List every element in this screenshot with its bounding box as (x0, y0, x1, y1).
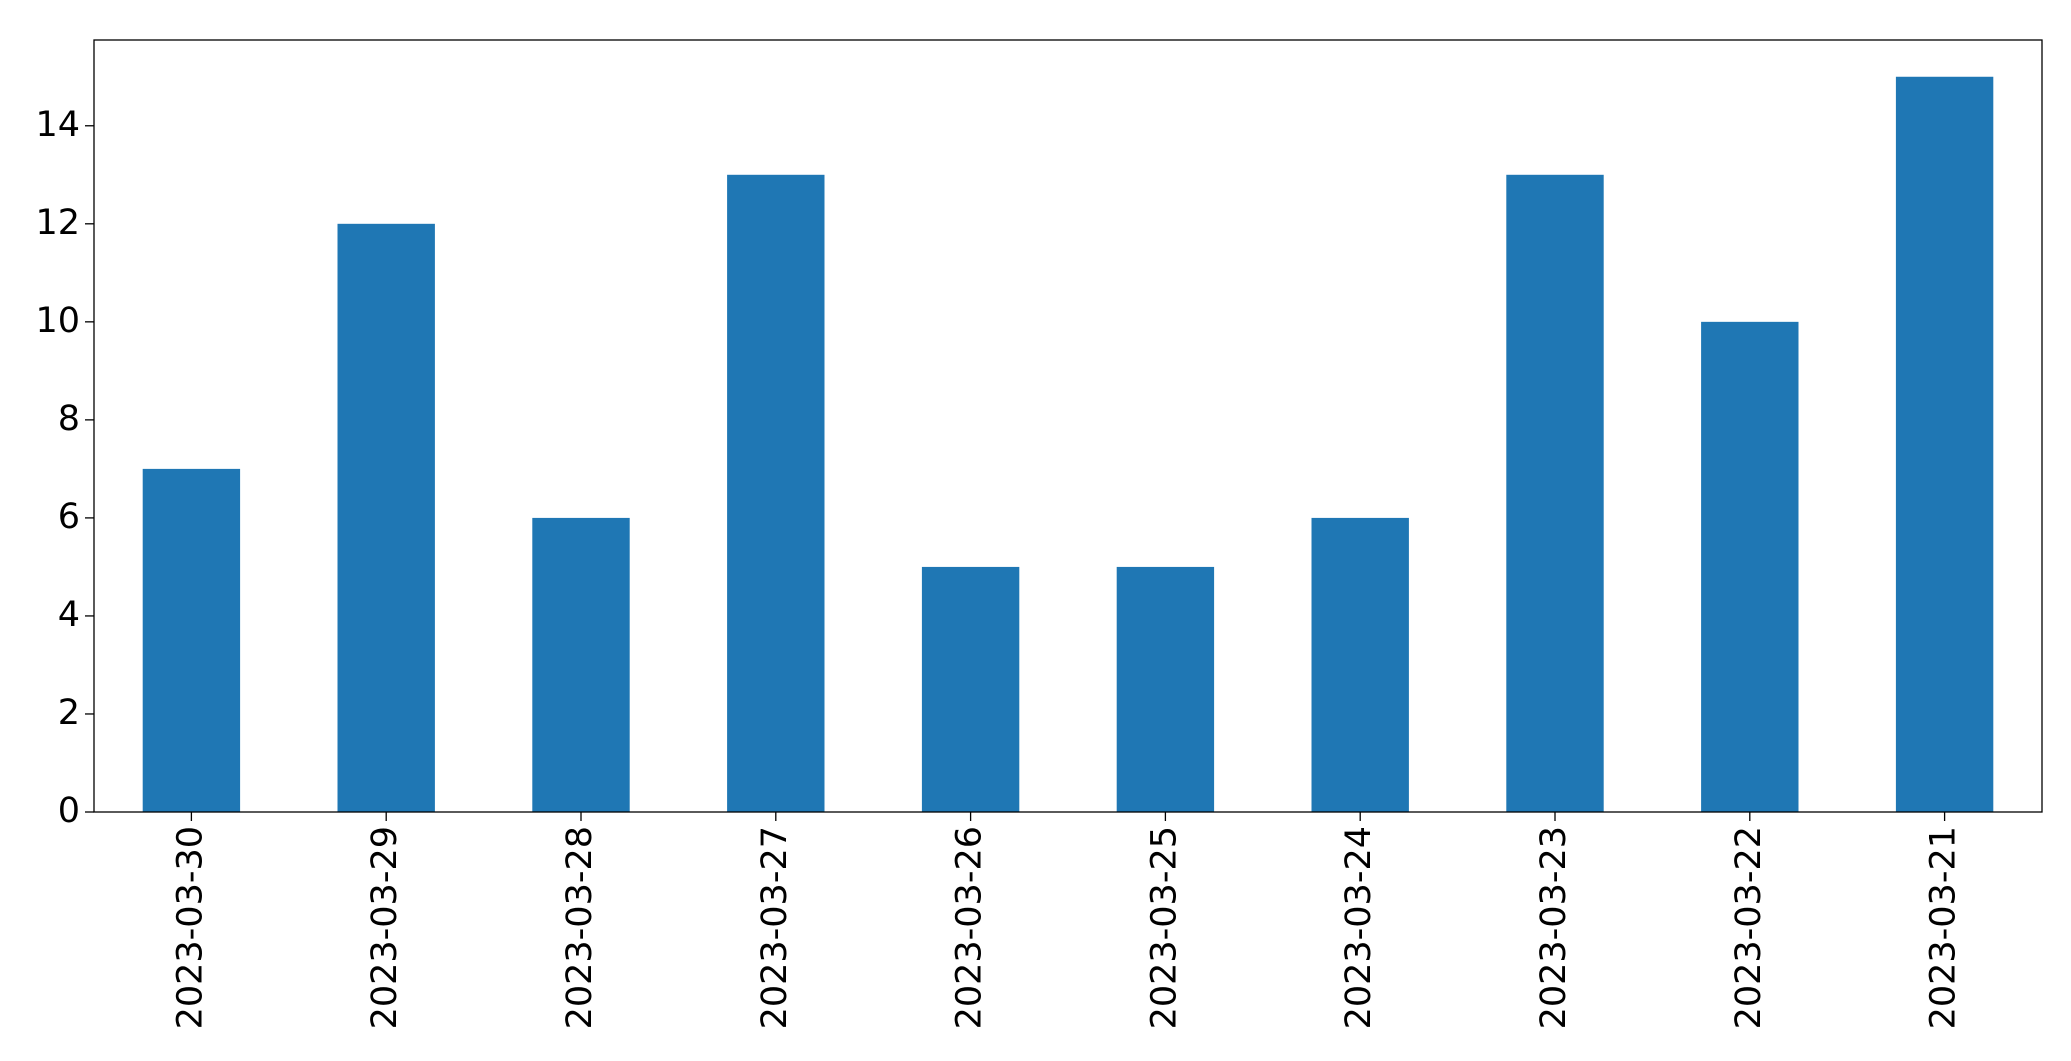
x-tick-label: 2023-03-29 (365, 826, 405, 1029)
bar (142, 468, 241, 812)
bar (1895, 76, 1994, 812)
y-tick-label: 10 (35, 301, 80, 341)
y-tick-label: 14 (35, 105, 80, 145)
x-tick-label: 2023-03-26 (950, 826, 990, 1029)
bar (1116, 566, 1215, 812)
x-tick-label: 2023-03-22 (1729, 826, 1769, 1029)
bar (1506, 174, 1604, 813)
x-tick-label: 2023-03-24 (1339, 826, 1379, 1029)
x-tick-label: 2023-03-23 (1534, 826, 1574, 1029)
bar (727, 174, 825, 813)
plot-frame (93, 39, 2043, 813)
y-tick-label: 6 (58, 497, 80, 537)
x-tick-label: 2023-03-30 (170, 826, 210, 1029)
y-tick-label: 2 (58, 693, 80, 733)
bar (1701, 321, 1799, 812)
x-tick-label: 2023-03-27 (755, 826, 795, 1029)
y-tick-label: 8 (58, 399, 80, 439)
bar (337, 223, 435, 813)
x-tick-label: 2023-03-21 (1924, 826, 1964, 1029)
y-tick-label: 0 (58, 791, 80, 831)
bar (532, 517, 630, 812)
y-tick-label: 12 (35, 203, 80, 243)
x-tick-label: 2023-03-25 (1144, 826, 1184, 1029)
bar (921, 566, 1020, 812)
y-tick-label: 4 (58, 595, 80, 635)
bar (1311, 517, 1409, 812)
x-tick-label: 2023-03-28 (560, 826, 600, 1029)
